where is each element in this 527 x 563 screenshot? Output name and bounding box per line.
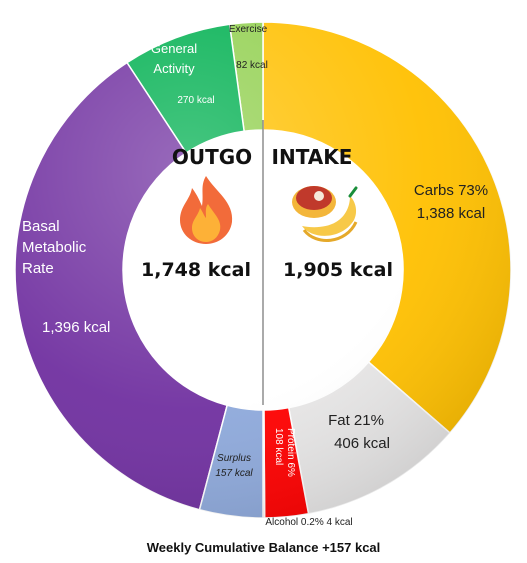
exercise-value-label: 82 kcal xyxy=(236,60,268,71)
food-icon xyxy=(292,186,358,242)
outgo-total: 1,748 kcal xyxy=(141,259,251,281)
general-value-label: 270 kcal xyxy=(177,95,214,106)
intake-total: 1,905 kcal xyxy=(283,259,393,281)
surplus-name-label: Surplus xyxy=(217,453,251,464)
bmr-name-label: Rate xyxy=(22,260,54,277)
bmr-name-label: Basal xyxy=(22,218,60,235)
carbs-value-label: 1,388 kcal xyxy=(417,205,485,222)
general-name-label: General xyxy=(151,41,197,56)
outgo-heading: OUTGO xyxy=(172,145,252,169)
general-name-label: Activity xyxy=(153,61,195,76)
alcohol-label: Alcohol 0.2% 4 kcal xyxy=(265,517,352,528)
intake-heading: INTAKE xyxy=(272,145,353,169)
fire-icon xyxy=(180,176,233,244)
segment-labels: Basal Metabolic Rate 1,396 kcal General Activ… xyxy=(22,24,488,528)
carbs-name-label: Carbs 73% xyxy=(414,182,488,199)
chart-title: Weekly Cumulative Balance +157 kcal xyxy=(146,540,381,555)
protein-value-label: 108 kcal xyxy=(273,428,284,465)
fat-value-label: 406 kcal xyxy=(334,435,390,452)
bmr-value-label: 1,396 kcal xyxy=(42,319,110,336)
exercise-name-label: Exercise xyxy=(229,24,268,35)
surplus-value-label: 157 kcal xyxy=(215,468,253,479)
fat-name-label: Fat 21% xyxy=(328,412,384,429)
bmr-name-label: Metabolic xyxy=(22,239,87,256)
protein-name-label: Protein 6% xyxy=(285,428,296,477)
